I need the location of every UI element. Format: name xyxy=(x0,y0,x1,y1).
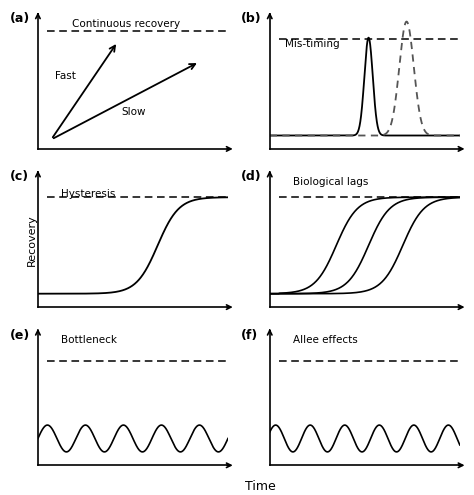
Text: Time: Time xyxy=(246,480,276,493)
Text: (c): (c) xyxy=(9,170,28,183)
Y-axis label: Recovery: Recovery xyxy=(27,214,36,266)
Text: Continuous recovery: Continuous recovery xyxy=(72,19,180,29)
Text: Fast: Fast xyxy=(55,71,76,81)
Text: Bottleneck: Bottleneck xyxy=(61,335,117,345)
Text: (e): (e) xyxy=(9,329,30,342)
Text: (b): (b) xyxy=(241,12,262,25)
Text: (d): (d) xyxy=(241,170,262,183)
Text: Hysteresis: Hysteresis xyxy=(61,189,115,199)
Text: Mis-timing: Mis-timing xyxy=(285,39,339,49)
Text: (f): (f) xyxy=(241,329,258,342)
Text: (a): (a) xyxy=(9,12,30,25)
Text: Allee effects: Allee effects xyxy=(292,335,357,345)
Text: Slow: Slow xyxy=(121,107,146,117)
Text: Biological lags: Biological lags xyxy=(292,177,368,187)
